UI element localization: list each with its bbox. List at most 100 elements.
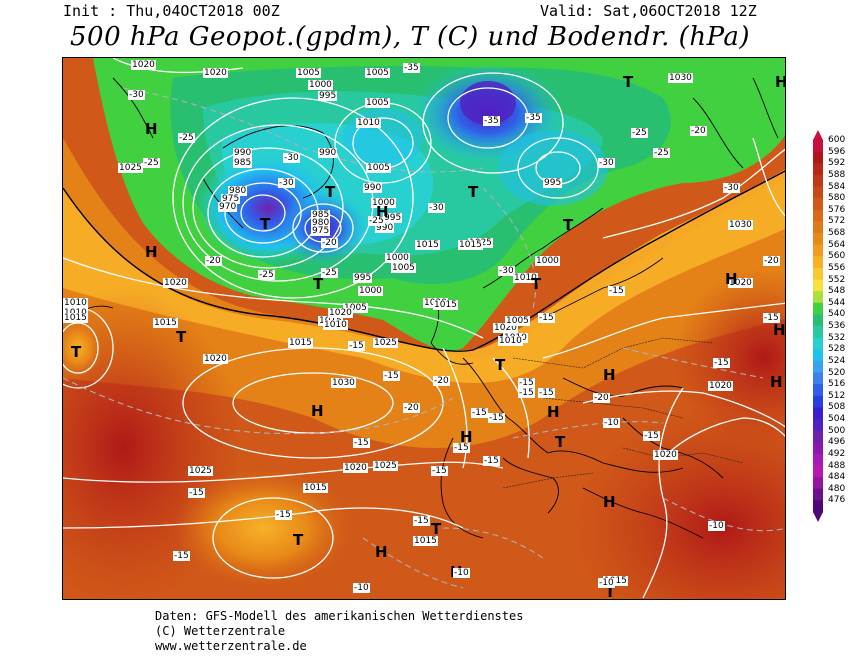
isobar-label: 1030 (668, 73, 693, 83)
legend-swatch (813, 326, 823, 339)
isotherm-label: -30 (723, 183, 740, 193)
legend-swatch (813, 186, 823, 199)
legend-swatch (813, 302, 823, 315)
low-pressure-marker: T (623, 73, 634, 91)
legend-swatch (813, 221, 823, 234)
valid-time: Valid: Sat,06OCT2018 12Z (540, 2, 757, 20)
high-pressure-marker: H (145, 120, 158, 138)
isobar-label: 1005 (296, 68, 321, 78)
low-pressure-marker: T (313, 275, 324, 293)
low-center-5 (343, 108, 423, 168)
isotherm-label: -25 (321, 268, 338, 278)
legend-swatch (813, 372, 823, 385)
legend-swatch (813, 337, 823, 350)
legend-swatch (813, 256, 823, 269)
isotherm-label: -20 (321, 238, 338, 248)
isobar-label: 1005 (366, 163, 391, 173)
isobar-label: 1000 (371, 198, 396, 208)
isobar-label: 985 (233, 158, 253, 168)
isotherm-label: -35 (525, 113, 542, 123)
isotherm-label: -25 (653, 148, 670, 158)
low-pressure-marker: T (176, 328, 187, 346)
legend-value: 568 (828, 228, 846, 238)
weather-map: 1020 1020 1005 1000 995 1005 1005 985 990 990 980 9… (62, 57, 786, 600)
isotherm-label: -25 (631, 128, 648, 138)
low-center-4 (498, 130, 608, 206)
legend-swatch (813, 140, 823, 153)
high-pressure-marker: H (773, 321, 786, 339)
isobar-label: 1025 (188, 466, 213, 476)
isobar-label: 1000 (385, 253, 410, 263)
footer-url: www.wetterzentrale.de (155, 639, 307, 653)
isobar-label: 1000 (308, 80, 333, 90)
isobar-label: 975 (311, 226, 331, 236)
warm-southwest (173, 468, 353, 588)
legend-value: 588 (828, 169, 846, 180)
isotherm-label: -35 (403, 63, 420, 73)
high-pressure-marker: H (725, 270, 738, 288)
isobar-label: 1025 (373, 338, 398, 348)
footer-copyright: (C) Wetterzentrale (155, 624, 286, 638)
isobar-label: 1000 (358, 286, 383, 296)
isobar-label: 1015 (153, 318, 178, 328)
isotherm-label: -30 (428, 203, 445, 213)
isobar-label: 1010 (356, 118, 381, 128)
isobar-label: 1020 (343, 463, 368, 473)
high-pressure-marker: H (603, 366, 616, 384)
footer-source: Daten: GFS-Modell des amerikanischen Wet… (155, 609, 524, 623)
isobar-label: 1015 (63, 313, 88, 323)
low-pressure-marker: T (495, 356, 506, 374)
legend-value: 540 (828, 309, 846, 320)
high-pressure-marker: H (603, 493, 616, 511)
legend-value: 508 (828, 402, 846, 413)
isotherm-label: -15 (713, 358, 730, 368)
isobar-label: 970 (218, 202, 238, 212)
legend-value: 492 (828, 448, 846, 459)
isobar-label: 990 (233, 148, 253, 158)
legend-value: 548 (828, 286, 846, 297)
legend-value: 556 (828, 262, 846, 273)
isotherm-label: -10 (353, 583, 370, 593)
legend-value: 560 (828, 251, 846, 262)
isotherm-label: -15 (188, 488, 205, 498)
isotherm-label: -20 (763, 256, 780, 266)
legend-swatch (813, 477, 823, 490)
isotherm-label: -30 (283, 153, 300, 163)
isobar-label: 1020 (708, 381, 733, 391)
isotherm-label: -20 (433, 376, 450, 386)
legend-value: 476 (828, 495, 846, 506)
isotherm-label: -15 (538, 388, 555, 398)
legend-swatch (813, 430, 823, 443)
legend-swatch (813, 395, 823, 408)
legend-swatch (813, 384, 823, 397)
isotherm-label: -15 (348, 341, 365, 351)
isotherm-label: -20 (403, 403, 420, 413)
legend-value: 504 (828, 414, 846, 424)
legend-swatch (813, 233, 823, 246)
legend-value: 584 (828, 181, 846, 192)
isotherm-label: -10 (708, 521, 725, 531)
isotherm-label: -10 (603, 418, 620, 428)
legend-value: 484 (828, 472, 846, 483)
isobar-label: 1005 (365, 68, 390, 78)
legend-swatch (813, 442, 823, 455)
legend-value: 524 (828, 355, 846, 366)
legend-value: 552 (828, 274, 846, 285)
legend-value: 592 (828, 158, 846, 169)
isobar-label: 1010 (323, 320, 348, 330)
legend-value: 596 (828, 146, 846, 157)
legend-arrow-bottom (813, 512, 823, 522)
isotherm-label: -25 (258, 270, 275, 280)
isobar-label: 995 (383, 213, 403, 223)
isotherm-label: -15 (453, 443, 470, 453)
isobar-label: 1010 (63, 298, 88, 308)
low-core-3 (460, 81, 516, 125)
isotherm-label: -30 (598, 158, 615, 168)
low-pressure-marker: T (468, 183, 479, 201)
init-time: Init : Thu,04OCT2018 00Z (63, 2, 280, 20)
legend-swatch (813, 360, 823, 373)
legend-swatch (813, 349, 823, 362)
low-pressure-marker: T (431, 520, 442, 538)
isotherm-label: -15 (518, 388, 535, 398)
